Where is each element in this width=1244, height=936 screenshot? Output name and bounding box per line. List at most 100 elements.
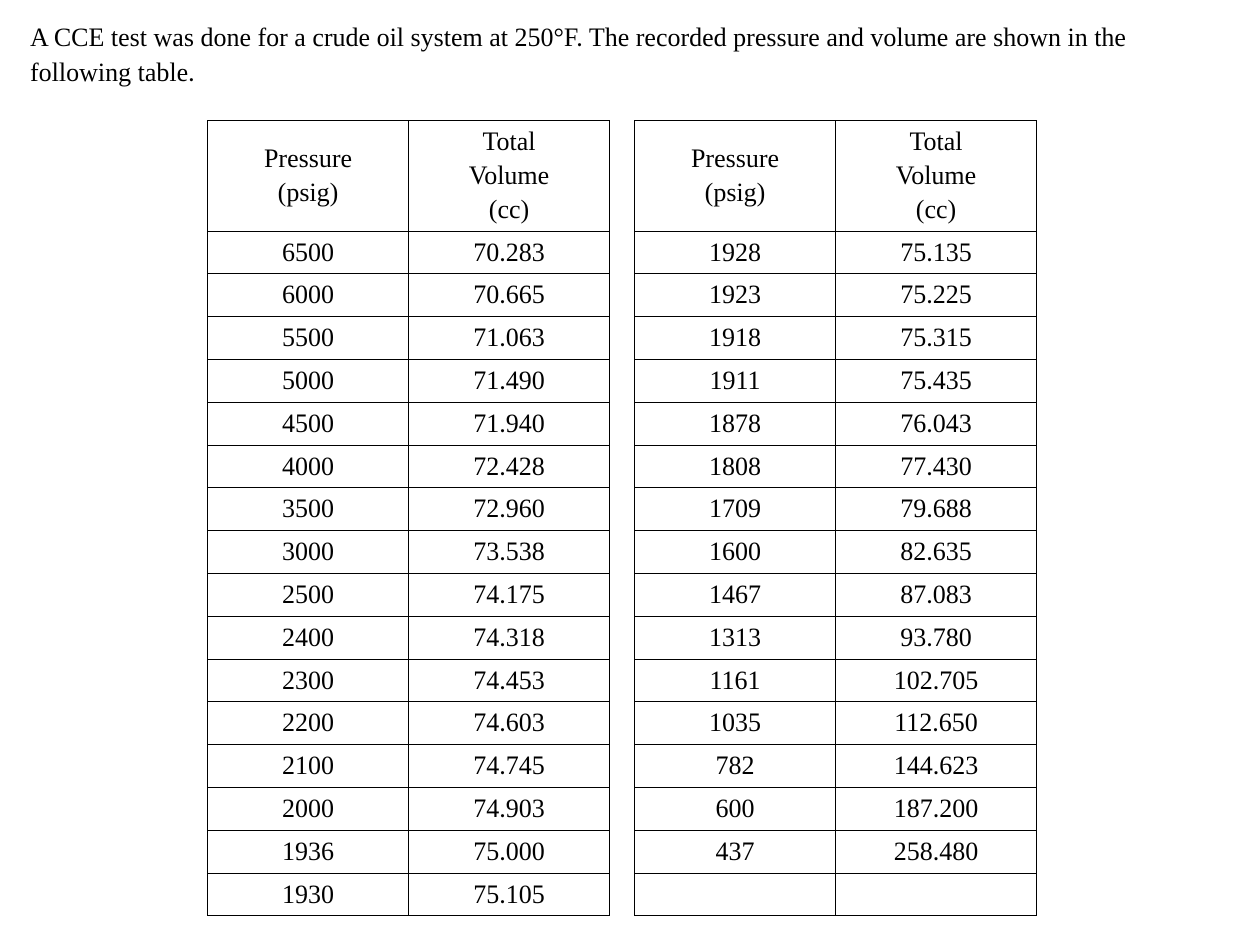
cell-volume: 72.428 — [409, 445, 610, 488]
table-row: 300073.538 — [208, 531, 610, 574]
table-row: 191175.435 — [635, 359, 1037, 402]
table-row: 193675.000 — [208, 830, 610, 873]
cell-pressure: 2500 — [208, 573, 409, 616]
header-volume-line2: Volume — [469, 161, 549, 190]
table-row — [635, 873, 1037, 916]
cell-pressure: 4000 — [208, 445, 409, 488]
header-pressure: Pressure (psig) — [635, 121, 836, 231]
cell-volume: 93.780 — [836, 616, 1037, 659]
table-row: 146787.083 — [635, 573, 1037, 616]
table-container: Pressure (psig) Total Volume (cc) 650070… — [30, 120, 1214, 916]
table-row: 131393.780 — [635, 616, 1037, 659]
cell-volume: 74.903 — [409, 787, 610, 830]
cell-volume: 112.650 — [836, 702, 1037, 745]
cell-volume: 71.490 — [409, 359, 610, 402]
header-pressure-line1: Pressure — [264, 144, 352, 173]
header-volume-line1: Total — [909, 127, 962, 156]
cell-volume: 74.175 — [409, 573, 610, 616]
cell-volume — [836, 873, 1037, 916]
cell-pressure: 1709 — [635, 488, 836, 531]
table-row: 350072.960 — [208, 488, 610, 531]
cell-pressure: 1923 — [635, 274, 836, 317]
header-pressure: Pressure (psig) — [208, 121, 409, 231]
table-row: 240074.318 — [208, 616, 610, 659]
header-volume-line2: Volume — [896, 161, 976, 190]
cell-pressure: 2200 — [208, 702, 409, 745]
table-row: 782144.623 — [635, 745, 1037, 788]
table-row: 193075.105 — [208, 873, 610, 916]
cell-pressure: 5000 — [208, 359, 409, 402]
cell-pressure: 1808 — [635, 445, 836, 488]
header-volume-line3: (cc) — [916, 195, 956, 224]
cell-volume: 87.083 — [836, 573, 1037, 616]
cell-pressure: 1600 — [635, 531, 836, 574]
cell-pressure: 4500 — [208, 402, 409, 445]
table-row: 1161102.705 — [635, 659, 1037, 702]
cell-pressure: 2300 — [208, 659, 409, 702]
table-row: 170979.688 — [635, 488, 1037, 531]
cell-pressure: 437 — [635, 830, 836, 873]
cell-pressure — [635, 873, 836, 916]
cell-pressure: 1313 — [635, 616, 836, 659]
cell-pressure: 1161 — [635, 659, 836, 702]
cell-volume: 74.453 — [409, 659, 610, 702]
cell-pressure: 2000 — [208, 787, 409, 830]
cell-volume: 71.063 — [409, 317, 610, 360]
cell-volume: 74.603 — [409, 702, 610, 745]
cell-volume: 74.745 — [409, 745, 610, 788]
cell-pressure: 6000 — [208, 274, 409, 317]
cell-pressure: 600 — [635, 787, 836, 830]
cell-volume: 71.940 — [409, 402, 610, 445]
table-row: 192375.225 — [635, 274, 1037, 317]
table-row: 450071.940 — [208, 402, 610, 445]
cell-pressure: 2400 — [208, 616, 409, 659]
header-pressure-line2: (psig) — [278, 178, 339, 207]
header-pressure-line1: Pressure — [691, 144, 779, 173]
description-text: A CCE test was done for a crude oil syst… — [30, 20, 1214, 90]
cell-volume: 258.480 — [836, 830, 1037, 873]
table-body-right: 192875.135192375.225191875.315191175.435… — [635, 231, 1037, 916]
cell-volume: 82.635 — [836, 531, 1037, 574]
table-body-left: 650070.283600070.665550071.063500071.490… — [208, 231, 610, 916]
cell-pressure: 1911 — [635, 359, 836, 402]
cell-pressure: 1878 — [635, 402, 836, 445]
cell-pressure: 5500 — [208, 317, 409, 360]
cell-pressure: 1035 — [635, 702, 836, 745]
cell-pressure: 1930 — [208, 873, 409, 916]
cell-pressure: 1928 — [635, 231, 836, 274]
table-row: 1035112.650 — [635, 702, 1037, 745]
table-row: 200074.903 — [208, 787, 610, 830]
cell-volume: 75.000 — [409, 830, 610, 873]
cell-pressure: 1936 — [208, 830, 409, 873]
cell-volume: 102.705 — [836, 659, 1037, 702]
cell-volume: 75.225 — [836, 274, 1037, 317]
cell-pressure: 3000 — [208, 531, 409, 574]
table-row: 600187.200 — [635, 787, 1037, 830]
cell-volume: 70.665 — [409, 274, 610, 317]
cell-volume: 144.623 — [836, 745, 1037, 788]
cell-volume: 75.435 — [836, 359, 1037, 402]
header-pressure-line2: (psig) — [705, 178, 766, 207]
table-row: 187876.043 — [635, 402, 1037, 445]
data-table-left: Pressure (psig) Total Volume (cc) 650070… — [207, 120, 610, 916]
cell-pressure: 6500 — [208, 231, 409, 274]
header-volume: Total Volume (cc) — [836, 121, 1037, 231]
cell-pressure: 1467 — [635, 573, 836, 616]
cell-volume: 75.315 — [836, 317, 1037, 360]
cell-volume: 76.043 — [836, 402, 1037, 445]
cell-pressure: 3500 — [208, 488, 409, 531]
cell-volume: 74.318 — [409, 616, 610, 659]
table-row: 500071.490 — [208, 359, 610, 402]
header-volume-line3: (cc) — [489, 195, 529, 224]
data-table-right: Pressure (psig) Total Volume (cc) 192875… — [634, 120, 1037, 916]
cell-volume: 72.960 — [409, 488, 610, 531]
table-row: 160082.635 — [635, 531, 1037, 574]
cell-volume: 75.105 — [409, 873, 610, 916]
table-row: 437258.480 — [635, 830, 1037, 873]
table-header-row: Pressure (psig) Total Volume (cc) — [635, 121, 1037, 231]
cell-volume: 79.688 — [836, 488, 1037, 531]
table-row: 550071.063 — [208, 317, 610, 360]
table-row: 210074.745 — [208, 745, 610, 788]
table-row: 230074.453 — [208, 659, 610, 702]
cell-volume: 187.200 — [836, 787, 1037, 830]
